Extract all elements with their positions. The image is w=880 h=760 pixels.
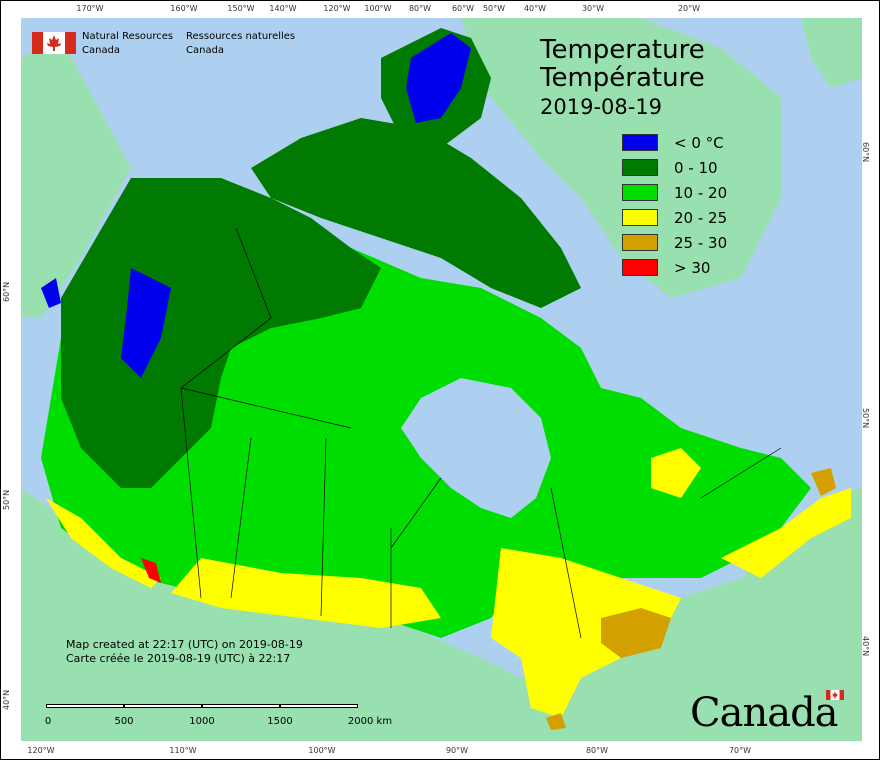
scale-segment — [46, 704, 124, 708]
scale-segment — [202, 704, 280, 708]
legend-label: > 30 — [674, 259, 711, 277]
agency-name-fr: Ressources naturelles Canada — [186, 30, 295, 58]
cold-ellesmere — [406, 33, 471, 123]
scale-label: 500 — [114, 716, 134, 727]
hot-nfld — [811, 468, 836, 496]
tick-lat-left-1: 60°N — [2, 281, 11, 302]
warm-labrador — [651, 448, 701, 498]
legend-swatch — [622, 159, 658, 176]
legend-item: 10 - 20 — [622, 184, 772, 202]
wordmark-flag-icon — [826, 690, 844, 700]
tick-lon-top-6: 100°W — [364, 4, 392, 13]
legend-item: 25 - 30 — [622, 234, 772, 252]
agency-name-en-line1: Natural Resources — [82, 31, 174, 42]
canada-dark-green — [61, 178, 381, 488]
legend-swatch — [622, 134, 658, 151]
tick-lat-left-2: 50°N — [2, 489, 11, 510]
cold-rockies — [121, 268, 171, 378]
tick-lat-right-3: 40°N — [861, 636, 870, 657]
warm-bc — [46, 498, 161, 588]
scale-label: 0 — [44, 716, 52, 727]
legend-swatch — [622, 234, 658, 251]
agency-name-fr-line2: Canada — [186, 45, 225, 56]
agency-name-fr-line1: Ressources naturelles — [186, 31, 296, 42]
legend-label: 0 - 10 — [674, 159, 718, 177]
title-fr: Température — [540, 63, 705, 93]
canada-flag-icon — [32, 32, 76, 54]
legend-swatch — [622, 209, 658, 226]
agency-name-en: Natural Resources Canada — [82, 30, 173, 58]
tick-lon-bottom-6: 70°W — [728, 746, 752, 755]
legend-label: < 0 °C — [674, 134, 724, 152]
tick-lon-top-10: 40°W — [523, 4, 547, 13]
greenland-tip — [801, 18, 862, 88]
cold-yukon — [41, 278, 61, 308]
tick-lat-right-1: 60°N — [861, 142, 870, 163]
scale-label: 1500 — [267, 716, 293, 727]
tick-lon-top-11: 30°W — [581, 4, 605, 13]
nrcan-signature: Natural Resources Canada Ressources natu… — [32, 30, 295, 60]
legend-label: 10 - 20 — [674, 184, 728, 202]
usa-land — [21, 488, 862, 741]
tick-lon-top-2: 160°W — [170, 4, 198, 13]
credit-en: Map created at 22:17 (UTC) on 2019-08-19 — [66, 638, 303, 651]
legend-label: 20 - 25 — [674, 209, 728, 227]
tick-lon-top-1: 170°W — [76, 4, 104, 13]
title-date: 2019-08-19 — [540, 95, 663, 119]
tick-lon-top-7: 80°W — [408, 4, 432, 13]
hot-windsor — [546, 713, 566, 730]
scale-label: 2000 km — [347, 716, 393, 727]
warm-ontario — [491, 548, 681, 718]
alaska-land — [21, 38, 131, 318]
canada-wordmark: Canada — [690, 690, 850, 736]
warm-prairies — [171, 558, 441, 628]
map-credit: Map created at 22:17 (UTC) on 2019-08-19… — [66, 638, 303, 666]
legend-label: 25 - 30 — [674, 234, 728, 252]
hot-quebec — [601, 608, 671, 658]
legend-item: > 30 — [622, 259, 772, 277]
tick-lon-top-5: 120°W — [323, 4, 351, 13]
provincial-borders — [180, 227, 782, 639]
tick-lon-bottom-1: 120°W — [27, 746, 55, 755]
tick-lon-bottom-3: 100°W — [308, 746, 336, 755]
hottest-bc — [141, 558, 161, 583]
tick-lat-right-2: 50°N — [861, 408, 870, 429]
legend-item: < 0 °C — [622, 134, 772, 152]
tick-lat-left-3: 40°N — [2, 689, 11, 710]
tick-lon-bottom-5: 80°W — [585, 746, 609, 755]
temperature-map[interactable] — [21, 18, 862, 741]
scale-label: 1000 — [189, 716, 215, 727]
agency-name-en-line2: Canada — [82, 45, 121, 56]
hudson-bay — [401, 378, 551, 518]
legend-swatch — [622, 184, 658, 201]
warm-maritimes — [721, 488, 851, 578]
tick-lon-top-3: 150°W — [227, 4, 255, 13]
tick-lon-bottom-2: 110°W — [169, 746, 197, 755]
map-title: Temperature Température 2019-08-19 — [540, 36, 705, 122]
legend-item: 0 - 10 — [622, 159, 772, 177]
map-canvas — [21, 18, 862, 741]
tick-lon-top-12: 20°W — [677, 4, 701, 13]
scale-bar: 0 500 1000 1500 2000 km — [44, 704, 392, 730]
tick-lon-top-4: 140°W — [269, 4, 297, 13]
tick-lon-bottom-4: 90°W — [445, 746, 469, 755]
tick-lon-top-8: 60°W — [451, 4, 475, 13]
scale-segment — [280, 704, 358, 708]
credit-fr: Carte créée le 2019-08-19 (UTC) à 22:17 — [66, 652, 291, 665]
legend-swatch — [622, 259, 658, 276]
title-en: Temperature — [540, 35, 705, 65]
greenland-land — [461, 18, 781, 298]
arctic-islands — [251, 118, 581, 308]
legend-item: 20 - 25 — [622, 209, 772, 227]
wordmark-text: Canada — [690, 690, 839, 736]
tick-lon-top-9: 50°W — [482, 4, 506, 13]
scale-segment — [124, 704, 202, 708]
